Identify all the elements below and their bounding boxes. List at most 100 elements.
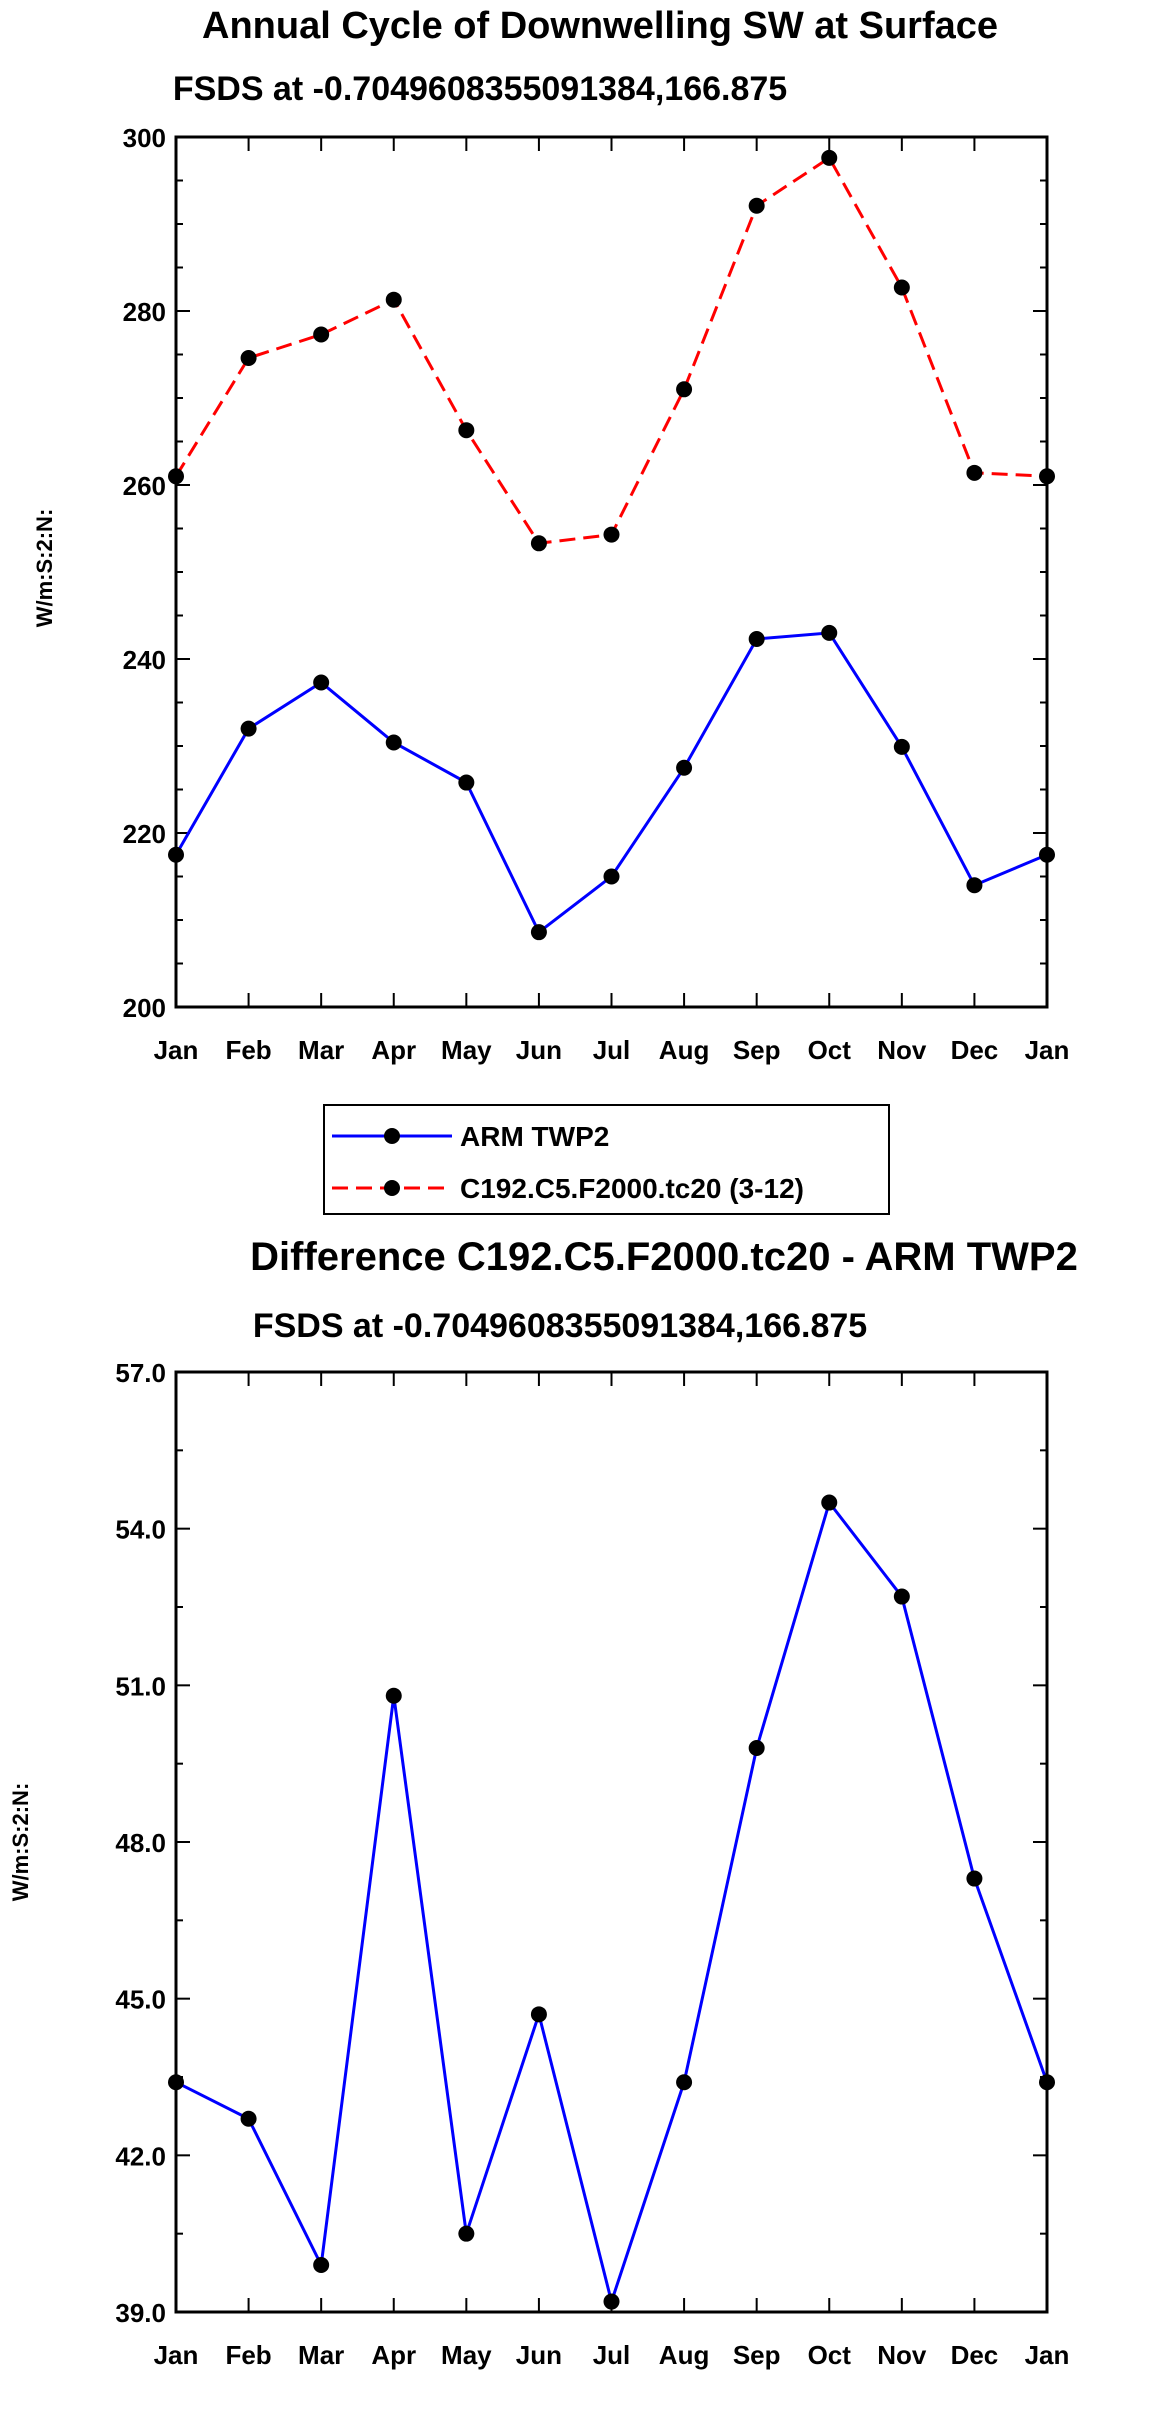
y-tick-label: 48.0 [115,1828,166,1858]
data-point [1039,2074,1055,2091]
chart1-subtitle: FSDS at -0.7049608355091384,166.875 [173,70,787,108]
chart1-title: Annual Cycle of Downwelling SW at Surfac… [202,5,998,47]
data-point [748,197,765,214]
data-point [313,326,330,343]
chart1-y-tick-labels: 200 220 240 260 280 300 [123,123,166,1023]
data-point [240,720,257,737]
x-tick-label: Sep [733,2340,781,2370]
chart2-ylabel: W/m:S:2:N: [8,1783,33,1902]
x-tick-label: May [441,1035,492,1065]
x-tick-label: Mar [298,2340,344,2370]
legend-label-series1: ARM TWP2 [460,1121,609,1152]
y-tick-label: 45.0 [115,1985,166,2015]
legend-marker-series2 [384,1180,400,1196]
x-tick-label: Jun [516,1035,562,1065]
x-tick-label: Nov [877,1035,927,1065]
data-point [821,149,838,166]
data-point [385,1687,402,1704]
data-point [966,877,983,894]
x-tick-label: Aug [659,2340,710,2370]
series-line-2 [174,155,1048,545]
x-tick-label: Dec [951,2340,999,2370]
x-tick-label: Feb [225,1035,271,1065]
x-tick-label: Apr [371,1035,416,1065]
chart1-x-tick-labels: Jan Feb Mar Apr May Jun Jul Aug Sep Oct Nov Dec Jan [154,1035,1070,1065]
data-point [893,738,910,755]
chart2: Difference C192.C5.F2000.tc20 - ARM TWP2… [8,1235,1078,2370]
chart1-data-points [168,149,1055,941]
data-point [240,349,257,366]
data-point [1039,468,1055,485]
data-point [748,630,765,647]
x-tick-label: Jun [516,2340,562,2370]
data-point [966,464,983,481]
y-tick-label: 57.0 [115,1358,166,1388]
x-tick-label: Dec [951,1035,999,1065]
chart2-x-tick-labels: Jan Feb Mar Apr May Jun Jul Aug Sep Oct Nov Dec Jan [154,2340,1070,2370]
x-tick-label: Aug [659,1035,710,1065]
x-tick-label: Jan [1025,1035,1070,1065]
x-tick-label: May [441,2340,492,2370]
data-point [385,734,402,751]
data-point [748,1740,765,1756]
x-tick-label: Sep [733,1035,781,1065]
data-point [603,2293,620,2310]
data-point [821,624,838,641]
data-point [966,1870,983,1887]
x-tick-label: Jan [154,1035,199,1065]
y-tick-label: 240 [123,645,166,675]
x-tick-label: Jan [1025,2340,1070,2370]
y-tick-label: 220 [123,819,166,849]
chart2-axis-ticks [175,1371,1048,2313]
y-tick-label: 54.0 [115,1515,166,1545]
y-tick-label: 42.0 [115,2141,166,2171]
chart2-data-points [168,1494,1055,2310]
data-point [676,759,693,776]
data-point [1039,846,1055,863]
data-point [603,526,620,543]
chart2-title: Difference C192.C5.F2000.tc20 - ARM TWP2 [250,1235,1078,1279]
x-tick-label: Mar [298,1035,344,1065]
data-point [676,2074,693,2091]
data-point [893,1588,910,1605]
data-point [821,1494,838,1511]
x-tick-label: Jul [593,2340,631,2370]
chart1: Annual Cycle of Downwelling SW at Surfac… [32,5,1070,1215]
x-tick-label: Oct [808,2340,852,2370]
data-point [168,846,184,863]
chart2-y-tick-labels: 39.0 42.0 45.0 48.0 51.0 54.0 57.0 [115,1358,166,2328]
y-tick-label: 300 [123,123,166,153]
series-line-1 [175,1499,1049,2307]
series-line-1 [174,631,1048,935]
chart2-plot-frame [174,1370,1049,2314]
x-tick-label: Jan [154,2340,199,2370]
chart1-axis-ticks [175,136,1048,1008]
data-point [313,674,330,691]
legend-label-series2: C192.C5.F2000.tc20 (3-12) [460,1173,804,1204]
data-point [603,868,620,885]
data-point [530,924,547,941]
chart1-ylabel: W/m:S:2:N: [32,509,57,628]
y-tick-label: 39.0 [115,2298,166,2328]
y-tick-label: 280 [123,297,166,327]
x-tick-label: Jul [593,1035,631,1065]
chart2-subtitle: FSDS at -0.7049608355091384,166.875 [253,1307,867,1345]
data-point [458,2225,475,2242]
data-point [458,422,475,439]
y-tick-label: 200 [123,993,166,1023]
data-point [676,381,693,398]
data-point [530,535,547,552]
y-tick-label: 260 [123,471,166,501]
data-point [893,279,910,296]
chart1-legend: ARM TWP2 C192.C5.F2000.tc20 (3-12) [323,1104,890,1215]
x-tick-label: Nov [877,2340,927,2370]
chart1-series-lines [174,155,1048,935]
data-point [240,2110,257,2127]
x-tick-label: Oct [808,1035,852,1065]
legend-box [323,1104,890,1215]
data-point [458,774,475,791]
data-point [168,468,184,485]
chart2-series-lines [175,1499,1049,2307]
data-point [385,291,402,308]
